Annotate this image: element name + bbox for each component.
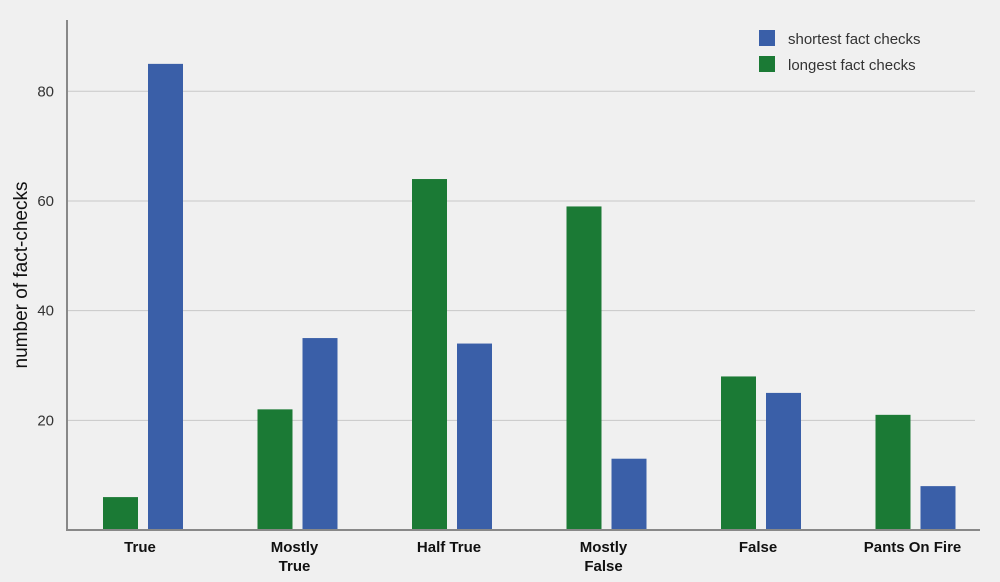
legend-swatch bbox=[759, 56, 775, 72]
x-tick-label: Half True bbox=[417, 539, 481, 556]
x-tick-label-line: Mostly bbox=[271, 539, 319, 556]
x-tick-label-line: Pants On Fire bbox=[864, 539, 962, 556]
bar-shortest-pants-on-fire bbox=[920, 486, 956, 530]
bars bbox=[103, 63, 956, 531]
bar-shortest-mostly-false bbox=[611, 458, 647, 530]
bar-shortest-true bbox=[148, 63, 183, 530]
legend-label: longest fact checks bbox=[788, 57, 916, 74]
bar-longest-mostly-false bbox=[566, 206, 602, 531]
x-tick-label-line: True bbox=[279, 558, 311, 575]
x-tick-label: Mostly True bbox=[271, 539, 319, 575]
axes bbox=[66, 20, 980, 531]
legend: shortest fact checks longest fact checks bbox=[759, 30, 921, 74]
bar-longest-true bbox=[103, 497, 138, 530]
bar-longest-mostly-true bbox=[257, 409, 293, 530]
y-tick-label: 80 bbox=[37, 83, 54, 100]
gridlines bbox=[67, 90, 975, 421]
x-tick-label: True bbox=[124, 539, 156, 556]
bar-longest-pants-on-fire bbox=[875, 414, 911, 530]
x-tick-label-line: Mostly bbox=[580, 539, 628, 556]
y-axis-title: number of fact-checks bbox=[11, 182, 32, 369]
bar-longest-false bbox=[721, 376, 756, 530]
bar-shortest-mostly-true bbox=[302, 338, 338, 530]
y-tick-labels: 20 40 60 80 bbox=[37, 83, 54, 429]
y-tick-label: 20 bbox=[37, 412, 54, 429]
legend-swatch bbox=[759, 30, 775, 46]
y-tick-label: 60 bbox=[37, 193, 54, 210]
x-tick-label: False bbox=[739, 539, 777, 556]
legend-label: shortest fact checks bbox=[788, 31, 921, 48]
x-tick-label: Pants On Fire bbox=[864, 539, 962, 556]
bar-shortest-half-true bbox=[457, 343, 492, 530]
y-tick-label: 40 bbox=[37, 303, 54, 320]
x-tick-label-line: True bbox=[124, 539, 156, 556]
x-tick-label-line: False bbox=[584, 558, 622, 575]
bar-shortest-false bbox=[766, 392, 801, 530]
x-tick-label-line: Half True bbox=[417, 539, 481, 556]
x-tick-labels: True Mostly True Half True Mostly False False P… bbox=[124, 539, 961, 575]
bar-longest-half-true bbox=[412, 179, 447, 530]
x-tick-label-line: False bbox=[739, 539, 777, 556]
x-tick-label: Mostly False bbox=[580, 539, 628, 575]
